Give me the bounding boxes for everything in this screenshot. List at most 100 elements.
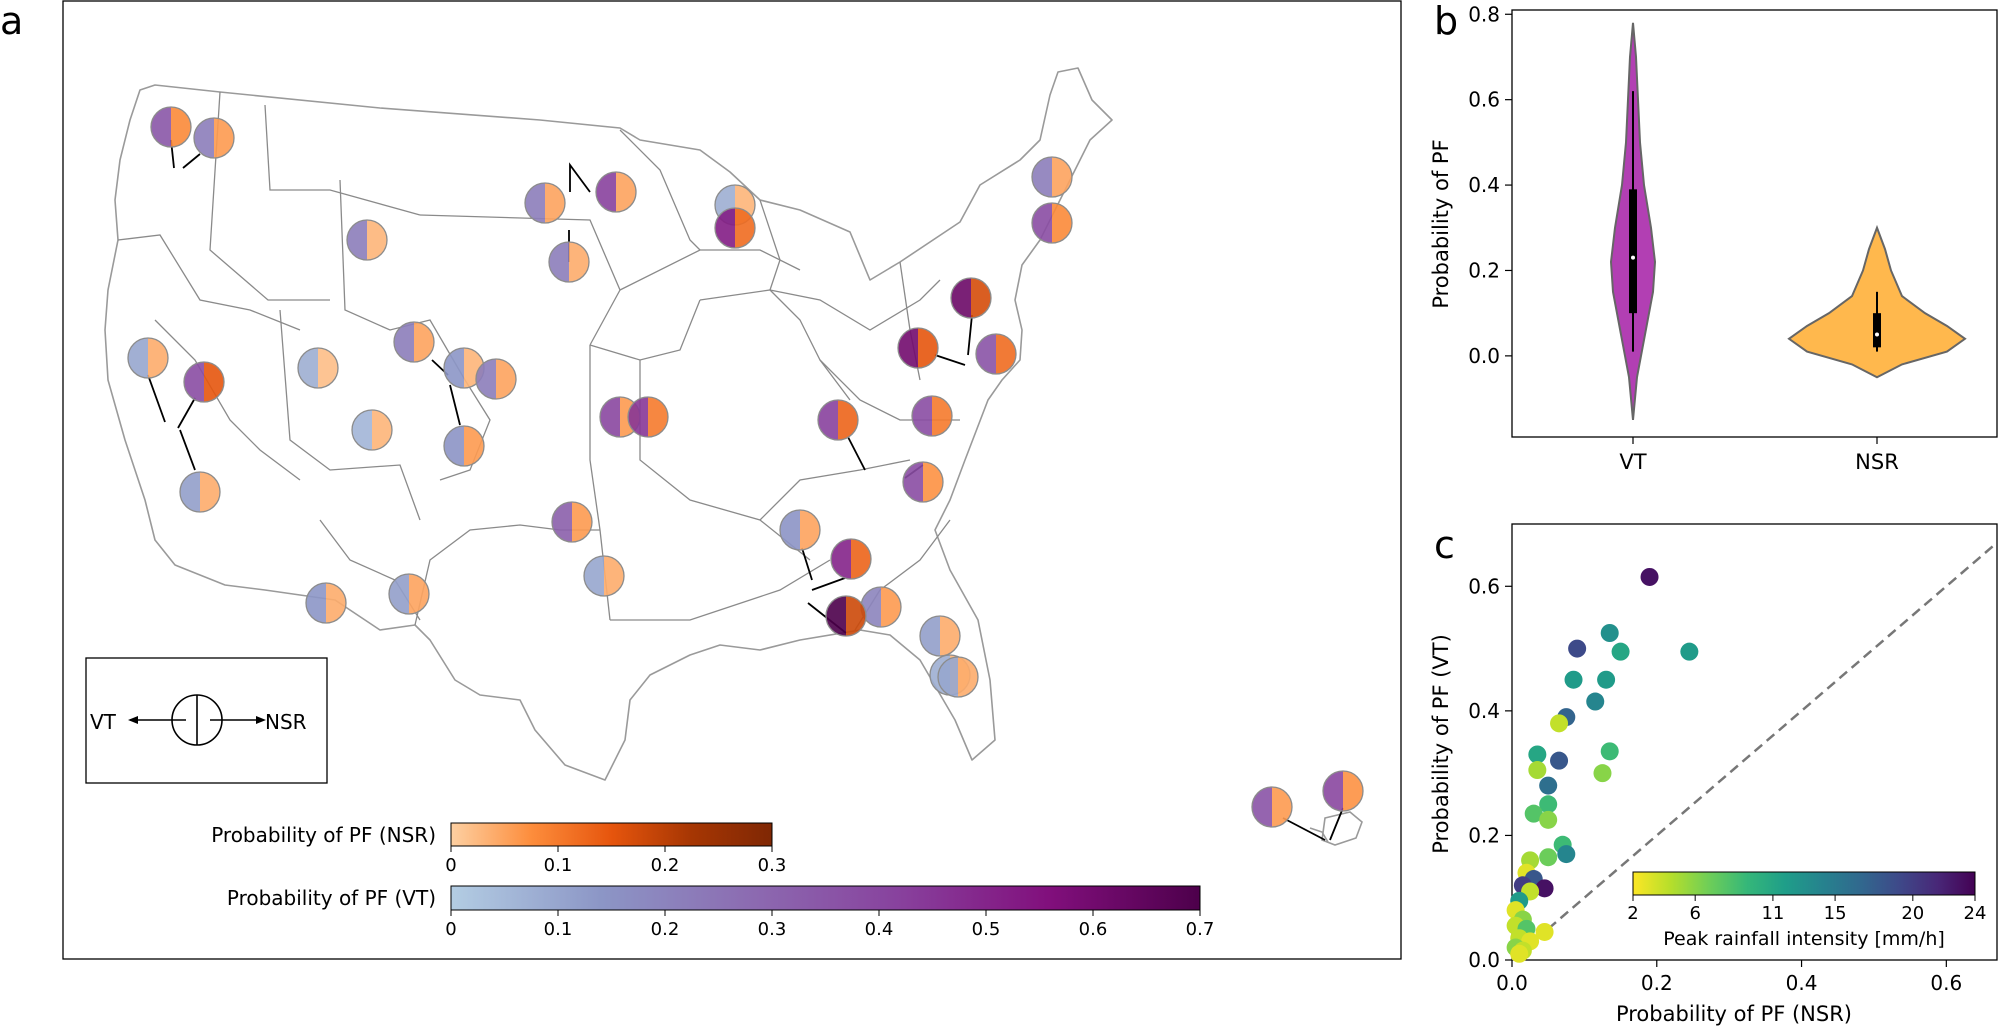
- site-outline: [950, 277, 992, 319]
- site-pie: [524, 182, 566, 224]
- site-outline: [897, 327, 939, 369]
- site-vt-half: [903, 462, 923, 502]
- violin-iqr-box: [1873, 313, 1881, 348]
- scatter-point: [1539, 810, 1558, 829]
- rainfall-colorbar-tick-label: 24: [1964, 903, 1987, 924]
- violin-y-tick-label: 0.4: [1468, 173, 1500, 197]
- site-pie: [897, 327, 939, 369]
- site-outline: [393, 321, 435, 363]
- violin-x-tick-label: VT: [1619, 450, 1646, 474]
- site-vt-half: [389, 574, 409, 614]
- panel-label-c: c: [1434, 523, 1455, 567]
- site-nsr-half: [318, 348, 338, 388]
- site-nsr-half: [414, 322, 434, 362]
- site-vt-half: [151, 107, 171, 147]
- scatter-x-tick-label: 0.6: [1930, 971, 1962, 995]
- colorbar-tick-label: 0: [445, 919, 456, 940]
- site-nsr-half: [735, 208, 755, 248]
- violin-median: [1875, 332, 1879, 337]
- site-pie: [551, 501, 593, 543]
- colorbar-tick-label: 0.1: [544, 919, 573, 940]
- site-outline: [346, 219, 388, 261]
- site-vt-half: [128, 338, 148, 378]
- site-pie: [975, 333, 1017, 375]
- site-vt-half: [831, 539, 851, 579]
- site-vt-half: [628, 397, 648, 437]
- scatter-point: [1640, 567, 1659, 586]
- site-vt-half: [951, 278, 971, 318]
- site-vt-half: [298, 348, 318, 388]
- site-nsr-half: [1343, 771, 1363, 811]
- site-outline: [825, 595, 867, 637]
- site-pie: [950, 277, 992, 319]
- site-nsr-half: [545, 183, 565, 223]
- site-vt-half: [912, 396, 932, 436]
- site-nsr-half: [932, 396, 952, 436]
- site-nsr-half: [648, 397, 668, 437]
- site-outline: [388, 573, 430, 615]
- colorbar-vt-label: Probability of PF (VT): [227, 886, 436, 910]
- site-nsr-half: [918, 328, 938, 368]
- site-pie: [351, 409, 393, 451]
- site-pie: [825, 595, 867, 637]
- site-pie: [297, 347, 339, 389]
- site-outline: [1251, 786, 1293, 828]
- scatter-point: [1600, 624, 1619, 642]
- site-pie: [475, 358, 517, 400]
- site-outline: [127, 337, 169, 379]
- site-pie: [627, 396, 669, 438]
- site-nsr-half: [496, 359, 516, 399]
- site-nsr-half: [604, 556, 624, 596]
- legend-arrowhead-vt: [128, 716, 138, 724]
- legend-arrowhead-nsr: [256, 716, 266, 724]
- site-nsr-half: [971, 278, 991, 318]
- site-vt-half: [352, 410, 372, 450]
- site-vt-half: [780, 510, 800, 550]
- scatter-point: [1680, 642, 1699, 661]
- site-nsr-half: [409, 574, 429, 614]
- site-outline: [183, 361, 225, 403]
- site-pie: [919, 615, 961, 657]
- scatter-xlabel: Probability of PF (NSR): [1616, 1002, 1852, 1026]
- site-outline: [475, 358, 517, 400]
- site-outline: [179, 471, 221, 513]
- site-outline: [779, 509, 821, 551]
- violin-iqr-box: [1629, 189, 1637, 314]
- rainfall-colorbar-bar: [1632, 871, 1976, 896]
- colorbar-vt: Probability of PF (VT) 0 0.1 0.2 0.3 0.4 0.5 0…: [227, 885, 1214, 940]
- site-vt-half: [596, 172, 616, 212]
- violin-y-tick-label: 0.6: [1468, 88, 1500, 112]
- site-pie: [150, 106, 192, 148]
- site-pie: [714, 207, 756, 249]
- site-nsr-half: [200, 472, 220, 512]
- site-leader-line: [1282, 817, 1326, 841]
- colorbar-tick-label: 0.2: [651, 919, 680, 940]
- site-nsr-half: [1272, 787, 1292, 827]
- colorbar-tick-label: 0.3: [758, 919, 787, 940]
- site-vt-half: [1032, 203, 1052, 243]
- violin-y-tick-label: 0.8: [1468, 2, 1500, 26]
- violin-y-tick-label: 0.2: [1468, 258, 1500, 282]
- violin-axes: [1511, 9, 1998, 438]
- scatter-point: [1528, 761, 1547, 780]
- scatter-point: [1600, 742, 1619, 761]
- scatter-point: [1539, 848, 1558, 867]
- rainfall-colorbar-tick-label: 15: [1824, 903, 1847, 924]
- site-pie: [443, 425, 485, 467]
- site-vt-half: [444, 426, 464, 466]
- scatter-ylabel: Probability of PF (VT): [1429, 634, 1453, 854]
- site-vt-half: [600, 397, 620, 437]
- site-leader-line: [847, 436, 866, 471]
- site-nsr-half: [148, 338, 168, 378]
- site-leader-line: [801, 547, 813, 581]
- violin-y-ticks: 0.0 0.2 0.4 0.6 0.8: [1468, 2, 1512, 368]
- site-leader-line: [1329, 807, 1344, 841]
- violins: [1609, 22, 1967, 421]
- scatter-point: [1539, 776, 1558, 795]
- site-nsr-half: [1052, 203, 1072, 243]
- site-pie: [830, 538, 872, 580]
- site-outline: [937, 656, 979, 698]
- scatter-point: [1550, 714, 1569, 733]
- scatter-point: [1550, 751, 1569, 770]
